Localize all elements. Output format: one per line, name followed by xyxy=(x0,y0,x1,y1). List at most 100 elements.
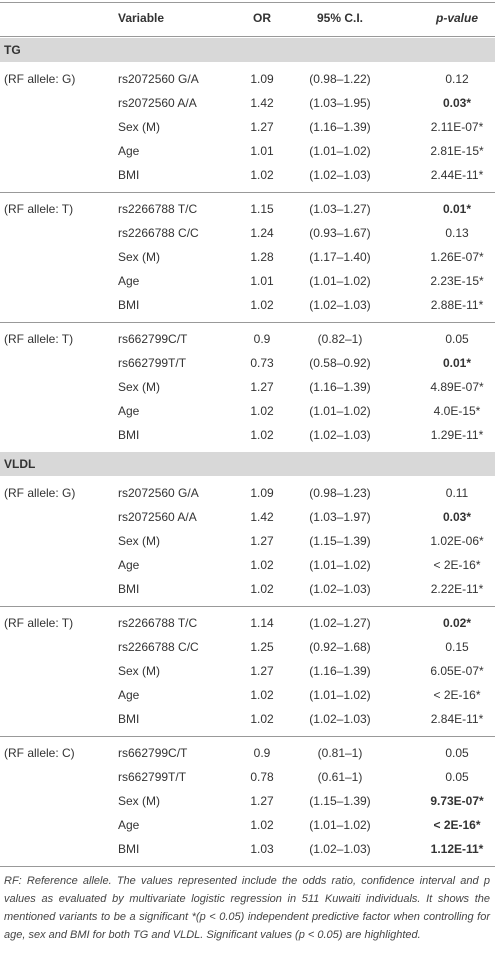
p-value-cell: 2.11E-07* xyxy=(430,120,484,134)
p-value-cell: 2.88E-11* xyxy=(430,298,484,312)
variable-cell: rs2266788 T/C xyxy=(118,616,198,630)
p-value-cell: 1.29E-11* xyxy=(430,428,484,442)
p-value-cell: 0.05 xyxy=(445,770,469,784)
ci-cell: (1.17–1.40) xyxy=(309,250,371,264)
or-cell: 0.9 xyxy=(253,746,271,760)
p-value-cell: 0.13 xyxy=(445,226,469,240)
ci-cell: (0.58–0.92) xyxy=(309,356,371,370)
variable-cell: rs2072560 G/A xyxy=(118,486,199,500)
p-value-cell: 2.23E-15* xyxy=(430,274,484,288)
p-value-cell: 0.03* xyxy=(442,510,472,524)
ci-cell: (0.82–1) xyxy=(317,332,363,346)
or-cell: 1.02 xyxy=(250,168,274,182)
or-cell: 1.02 xyxy=(250,298,274,312)
or-cell: 1.01 xyxy=(250,144,274,158)
variable-cell: Sex (M) xyxy=(118,250,160,264)
or-cell: 1.03 xyxy=(250,842,274,856)
group-label: (RF allele: G) xyxy=(4,486,76,500)
ci-cell: (1.03–1.97) xyxy=(309,510,371,524)
group-rule xyxy=(0,866,495,867)
p-value-cell: 1.12E-11* xyxy=(430,842,484,856)
ci-cell: (1.15–1.39) xyxy=(309,794,371,808)
group-rule xyxy=(0,736,495,737)
header-or: OR xyxy=(253,11,271,25)
or-cell: 1.14 xyxy=(250,616,274,630)
ci-cell: (1.03–1.95) xyxy=(309,96,371,110)
variable-cell: rs2266788 C/C xyxy=(118,226,199,240)
ci-cell: (1.16–1.39) xyxy=(309,664,371,678)
section-title: TG xyxy=(4,43,21,57)
variable-cell: Age xyxy=(118,818,140,832)
ci-cell: (1.03–1.27) xyxy=(309,202,371,216)
ci-cell: (1.01–1.02) xyxy=(309,818,371,832)
variable-cell: rs662799T/T xyxy=(118,770,187,784)
ci-cell: (1.01–1.02) xyxy=(309,558,371,572)
variable-cell: Sex (M) xyxy=(118,664,160,678)
variable-cell: BMI xyxy=(118,298,140,312)
ci-cell: (1.15–1.39) xyxy=(309,534,371,548)
or-cell: 0.9 xyxy=(253,332,271,346)
p-value-cell: < 2E-16* xyxy=(433,818,481,832)
variable-cell: rs2266788 C/C xyxy=(118,640,199,654)
ci-cell: (1.01–1.02) xyxy=(309,144,371,158)
header-p-value: p-value xyxy=(435,11,479,25)
variable-cell: rs2072560 G/A xyxy=(118,72,199,86)
p-value-cell: 0.11 xyxy=(445,486,469,500)
ci-cell: (0.61–1) xyxy=(317,770,363,784)
ci-cell: (0.81–1) xyxy=(317,746,363,760)
p-value-cell: < 2E-16* xyxy=(433,688,481,702)
or-cell: 1.09 xyxy=(250,486,274,500)
p-value-cell: 1.26E-07* xyxy=(430,250,484,264)
ci-cell: (1.02–1.27) xyxy=(309,616,371,630)
p-value-cell: 0.01* xyxy=(442,356,472,370)
or-cell: 1.42 xyxy=(250,510,274,524)
ci-cell: (1.02–1.03) xyxy=(309,712,371,726)
variable-cell: BMI xyxy=(118,712,140,726)
or-cell: 1.01 xyxy=(250,274,274,288)
header-variable: Variable xyxy=(118,11,165,25)
or-cell: 1.02 xyxy=(250,428,274,442)
variable-cell: rs662799C/T xyxy=(118,332,188,346)
header-rule xyxy=(0,36,495,37)
ci-cell: (1.16–1.39) xyxy=(309,120,371,134)
p-value-cell: < 2E-16* xyxy=(433,558,481,572)
variable-cell: BMI xyxy=(118,428,140,442)
ci-cell: (1.01–1.02) xyxy=(309,274,371,288)
or-cell: 1.27 xyxy=(250,120,274,134)
header-ci: 95% C.I. xyxy=(316,11,364,25)
variable-cell: rs2072560 A/A xyxy=(118,96,197,110)
variable-cell: Age xyxy=(118,404,140,418)
p-value-cell: 0.01* xyxy=(442,202,472,216)
group-label: (RF allele: G) xyxy=(4,72,76,86)
p-value-cell: 4.89E-07* xyxy=(430,380,484,394)
p-value-cell: 6.05E-07* xyxy=(430,664,484,678)
variable-cell: Age xyxy=(118,688,140,702)
or-cell: 1.02 xyxy=(250,558,274,572)
or-cell: 0.73 xyxy=(250,356,274,370)
ci-cell: (1.16–1.39) xyxy=(309,380,371,394)
ci-cell: (1.02–1.03) xyxy=(309,842,371,856)
variable-cell: Age xyxy=(118,558,140,572)
or-cell: 1.27 xyxy=(250,794,274,808)
or-cell: 1.25 xyxy=(250,640,274,654)
variable-cell: rs662799T/T xyxy=(118,356,187,370)
group-label: (RF allele: T) xyxy=(4,616,74,630)
p-value-cell: 0.05 xyxy=(445,746,469,760)
p-value-cell: 4.0E-15* xyxy=(433,404,481,418)
or-cell: 1.15 xyxy=(250,202,274,216)
p-value-cell: 0.12 xyxy=(445,72,469,86)
p-value-cell: 2.22E-11* xyxy=(430,582,484,596)
or-cell: 1.28 xyxy=(250,250,274,264)
or-cell: 1.09 xyxy=(250,72,274,86)
or-cell: 1.02 xyxy=(250,404,274,418)
group-label: (RF allele: C) xyxy=(4,746,75,760)
p-value-cell: 0.05 xyxy=(445,332,469,346)
variable-cell: Age xyxy=(118,144,140,158)
p-value-cell: 0.03* xyxy=(442,96,472,110)
p-value-cell: 2.84E-11* xyxy=(430,712,484,726)
variable-cell: Sex (M) xyxy=(118,794,160,808)
ci-cell: (0.98–1.22) xyxy=(309,72,371,86)
variable-cell: BMI xyxy=(118,842,140,856)
ci-cell: (1.02–1.03) xyxy=(309,582,371,596)
